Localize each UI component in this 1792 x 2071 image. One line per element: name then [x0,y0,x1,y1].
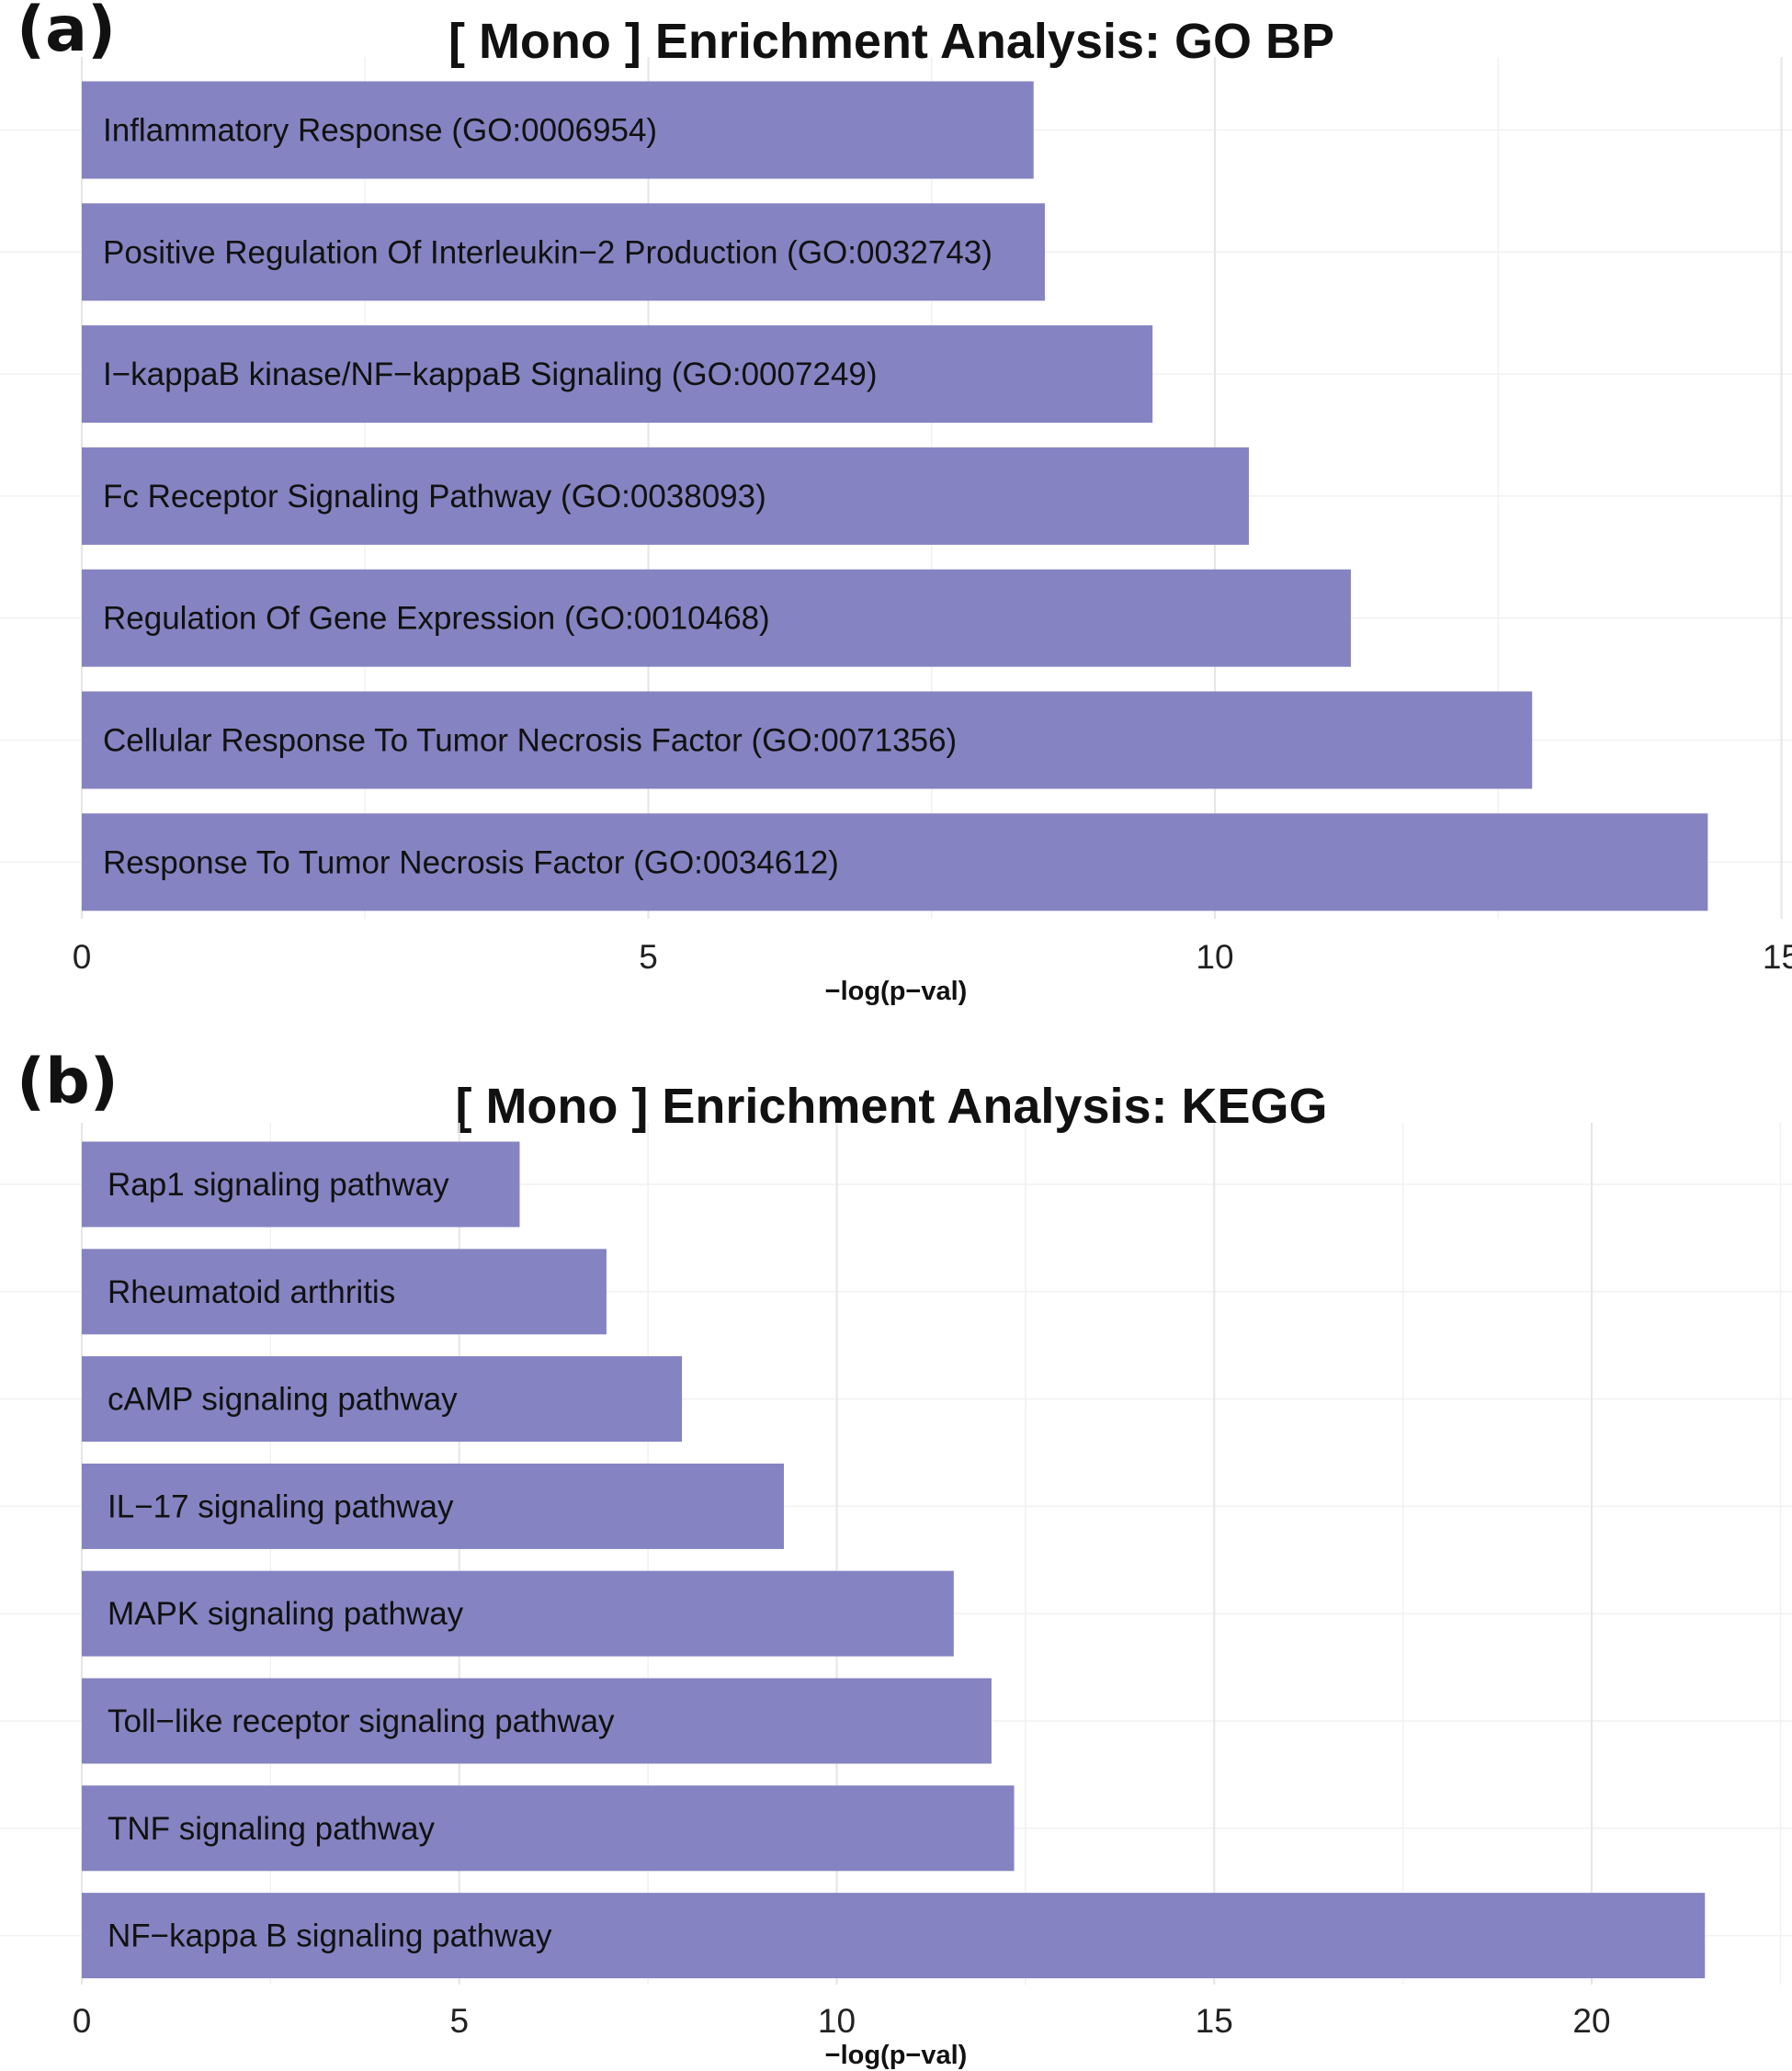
x-tick-label: 10 [818,2002,856,2040]
bar-label: Toll−like receptor signaling pathway [108,1703,615,1739]
bar [82,1463,784,1549]
x-axis-label: −log(p−val) [825,2041,968,2070]
x-axis-ticks: 0 5 10 15 [73,938,1792,976]
x-tick-label: 0 [73,2002,92,2040]
chart-panel-go-bp: (a) [ Mono ] Enrichment Analysis: GO BP … [0,0,1792,1006]
x-tick-label: 15 [1196,2002,1233,2040]
bar-label: Inflammatory Response (GO:0006954) [103,113,657,149]
x-tick-label: 0 [73,938,92,976]
x-tick-label: 5 [639,938,658,976]
bar-label: Rheumatoid arthritis [108,1274,395,1310]
bar [82,81,1034,179]
bar [82,325,1153,424]
bar-label: Rap1 signaling pathway [108,1167,449,1203]
x-tick-label: 15 [1763,938,1792,976]
bar [82,1249,607,1335]
bar-label: Positive Regulation Of Interleukin−2 Pro… [103,234,992,270]
bar [82,569,1351,667]
x-tick-label: 10 [1196,938,1233,976]
bar-label: Regulation Of Gene Expression (GO:001046… [103,601,770,637]
x-axis-ticks: 0 5 10 15 20 [73,2002,1611,2040]
chart-title: [ Mono ] Enrichment Analysis: GO BP [448,14,1334,69]
bar [82,1785,1015,1872]
chart-panel-kegg: (b) [ Mono ] Enrichment Analysis: KEGG R… [0,1046,1792,2070]
bar-label: TNF signaling pathway [108,1811,435,1847]
bar-label: I−kappaB kinase/NF−kappaB Signaling (GO:… [103,356,877,392]
bar [82,1893,1706,1979]
bars: Rap1 signaling pathway Rheumatoid arthrit… [82,1141,1706,1979]
x-tick-label: 5 [449,2002,469,2040]
bar [82,1678,992,1764]
panel-label: (b) [17,1046,119,1118]
bar-label: Fc Receptor Signaling Pathway (GO:003809… [103,479,766,515]
bar [82,447,1249,545]
bar-label: NF−kappa B signaling pathway [108,1918,552,1954]
bar [82,691,1533,789]
bars: Inflammatory Response (GO:0006954) Positi… [82,81,1708,911]
bar-label: Response To Tumor Necrosis Factor (GO:00… [103,844,839,880]
x-axis-label: −log(p−val) [825,977,968,1006]
bar [82,813,1708,911]
x-tick-label: 20 [1572,2002,1610,2040]
bar [82,203,1046,301]
panel-label: (a) [17,0,116,66]
bar-label: MAPK signaling pathway [108,1596,464,1632]
bar-label: Cellular Response To Tumor Necrosis Fact… [103,723,957,759]
chart-title: [ Mono ] Enrichment Analysis: KEGG [455,1079,1327,1134]
bar [82,1570,954,1657]
bar-label: IL−17 signaling pathway [108,1488,454,1524]
bar [82,1141,520,1228]
bar-label: cAMP signaling pathway [108,1382,458,1418]
bar [82,1356,683,1443]
